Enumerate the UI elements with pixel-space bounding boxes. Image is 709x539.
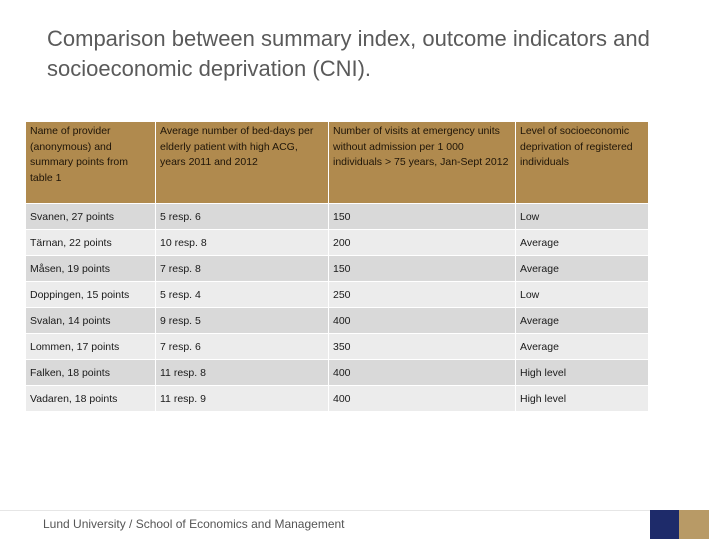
- cell-emergency-visits: 350: [329, 334, 516, 360]
- cell-emergency-visits: 200: [329, 230, 516, 256]
- cell-provider: Måsen, 19 points: [26, 256, 156, 282]
- table-row: Doppingen, 15 points 5 resp. 4 250 Low: [26, 282, 649, 308]
- table-row: Lommen, 17 points 7 resp. 6 350 Average: [26, 334, 649, 360]
- cell-provider: Svalan, 14 points: [26, 308, 156, 334]
- cell-deprivation-level: Low: [516, 282, 649, 308]
- cell-bed-days: 9 resp. 5: [156, 308, 329, 334]
- cell-emergency-visits: 150: [329, 256, 516, 282]
- cell-emergency-visits: 400: [329, 308, 516, 334]
- header-emergency-visits: Number of visits at emergency units with…: [329, 122, 516, 204]
- footer-text: Lund University / School of Economics an…: [43, 517, 345, 531]
- footer-divider: [0, 510, 709, 511]
- cell-deprivation-level: Low: [516, 204, 649, 230]
- cell-deprivation-level: High level: [516, 360, 649, 386]
- table-row: Måsen, 19 points 7 resp. 8 150 Average: [26, 256, 649, 282]
- cell-bed-days: 11 resp. 9: [156, 386, 329, 412]
- header-bed-days: Average number of bed-days per elderly p…: [156, 122, 329, 204]
- cell-deprivation-level: High level: [516, 386, 649, 412]
- cell-deprivation-level: Average: [516, 334, 649, 360]
- table-row: Tärnan, 22 points 10 resp. 8 200 Average: [26, 230, 649, 256]
- cell-emergency-visits: 250: [329, 282, 516, 308]
- table-row: Falken, 18 points 11 resp. 8 400 High le…: [26, 360, 649, 386]
- cell-deprivation-level: Average: [516, 230, 649, 256]
- brand-blue-block: [650, 510, 679, 539]
- header-provider: Name of provider (anonymous) and summary…: [26, 122, 156, 204]
- table-row: Svanen, 27 points 5 resp. 6 150 Low: [26, 204, 649, 230]
- cell-emergency-visits: 400: [329, 386, 516, 412]
- brand-gold-block: [679, 510, 709, 539]
- cell-deprivation-level: Average: [516, 308, 649, 334]
- table-row: Svalan, 14 points 9 resp. 5 400 Average: [26, 308, 649, 334]
- cell-bed-days: 5 resp. 6: [156, 204, 329, 230]
- cell-bed-days: 7 resp. 8: [156, 256, 329, 282]
- cell-provider: Tärnan, 22 points: [26, 230, 156, 256]
- cell-emergency-visits: 400: [329, 360, 516, 386]
- cell-bed-days: 10 resp. 8: [156, 230, 329, 256]
- cell-bed-days: 5 resp. 4: [156, 282, 329, 308]
- cell-provider: Lommen, 17 points: [26, 334, 156, 360]
- comparison-table: Name of provider (anonymous) and summary…: [26, 122, 649, 412]
- cell-provider: Falken, 18 points: [26, 360, 156, 386]
- table-row: Vadaren, 18 points 11 resp. 9 400 High l…: [26, 386, 649, 412]
- cell-deprivation-level: Average: [516, 256, 649, 282]
- cell-bed-days: 7 resp. 6: [156, 334, 329, 360]
- cell-provider: Vadaren, 18 points: [26, 386, 156, 412]
- slide-title: Comparison between summary index, outcom…: [47, 26, 650, 81]
- header-deprivation-level: Level of socioeconomic deprivation of re…: [516, 122, 649, 204]
- cell-provider: Doppingen, 15 points: [26, 282, 156, 308]
- cell-emergency-visits: 150: [329, 204, 516, 230]
- cell-bed-days: 11 resp. 8: [156, 360, 329, 386]
- table-header-row: Name of provider (anonymous) and summary…: [26, 122, 649, 204]
- cell-provider: Svanen, 27 points: [26, 204, 156, 230]
